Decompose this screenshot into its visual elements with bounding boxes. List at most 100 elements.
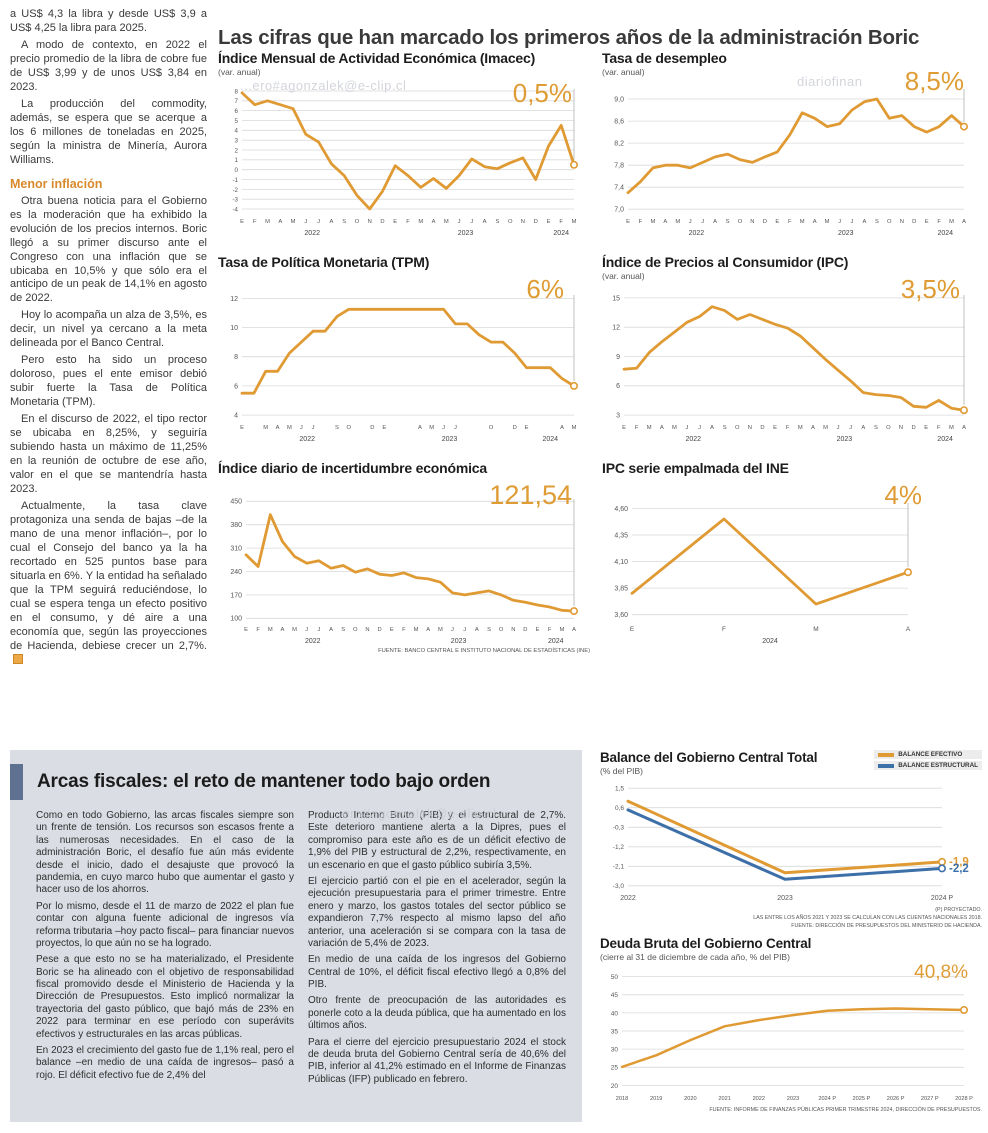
legend-item-estructural: BALANCE ESTRUCTURAL (874, 761, 982, 770)
chart-value-label: 6% (526, 274, 564, 304)
svg-text:M: M (798, 425, 803, 431)
svg-text:A: A (962, 425, 966, 431)
fiscal-text-columns: Como en todo Gobierno, las arcas fiscale… (10, 800, 582, 1098)
svg-text:D: D (912, 219, 916, 225)
svg-text:A: A (418, 425, 422, 431)
paragraph: Otro frente de preocupación de las autor… (308, 995, 566, 1032)
svg-text:2020: 2020 (684, 1096, 696, 1102)
svg-text:M: M (650, 219, 655, 225)
chart-title: IPC serie empalmada del INE (602, 460, 789, 476)
chart-card-ipc: Índice de Precios al Consumidor (IPC) (v… (602, 254, 980, 444)
svg-text:J: J (317, 627, 320, 633)
svg-text:M: M (559, 627, 564, 633)
svg-text:7,0: 7,0 (614, 207, 624, 214)
svg-text:M: M (429, 425, 434, 431)
section-heading-menor-inflacion: Menor inflación (10, 176, 103, 191)
svg-text:J: J (458, 219, 461, 225)
svg-text:A: A (483, 219, 487, 225)
svg-text:E: E (773, 425, 777, 431)
svg-text:12: 12 (230, 296, 238, 303)
svg-text:F: F (639, 219, 643, 225)
chart-subtitle (602, 477, 980, 488)
article-left-column: a US$ 4,3 la libra y desde US$ 3,9 a US$… (10, 8, 207, 671)
svg-text:2024 P: 2024 P (931, 895, 954, 902)
svg-text:170: 170 (230, 592, 242, 599)
svg-text:A: A (862, 219, 866, 225)
ipc-empalmada-line-chart: 4,60 4,35 4,10 3,85 3,60E F M A 2024 (614, 503, 912, 645)
svg-text:E: E (626, 219, 630, 225)
svg-text:450: 450 (230, 499, 242, 506)
svg-text:4,10: 4,10 (614, 559, 628, 566)
svg-text:E: E (393, 219, 397, 225)
svg-text:D: D (763, 219, 767, 225)
chart-title: Tasa de desempleo (602, 50, 727, 66)
svg-text:-2,2: -2,2 (949, 863, 969, 875)
svg-text:2019: 2019 (650, 1096, 662, 1102)
svg-text:O: O (886, 425, 891, 431)
chart-footnotes: (P) PROYECTADO. LAS ENTRE LOS AÑOS 2021 … (600, 907, 982, 931)
svg-text:N: N (750, 219, 754, 225)
svg-text:6: 6 (235, 108, 239, 115)
watermark: ...ero#agonzalek@e-clip.cl (330, 806, 497, 821)
chart-source: FUENTE: BANCO CENTRAL E INSTITUTO NACION… (378, 648, 590, 654)
svg-text:M: M (438, 627, 443, 633)
svg-text:2024 P: 2024 P (818, 1096, 836, 1102)
svg-text:S: S (726, 219, 730, 225)
svg-text:D: D (513, 425, 517, 431)
chart-card-balance: Balance del Gobierno Central Total (% de… (600, 750, 982, 931)
svg-text:M: M (672, 425, 677, 431)
svg-text:E: E (622, 425, 626, 431)
svg-text:J: J (701, 219, 704, 225)
chart-card-deuda: Deuda Bruta del Gobierno Central (cierre… (600, 936, 982, 1113)
svg-text:M: M (572, 219, 577, 225)
svg-text:F: F (635, 425, 639, 431)
svg-text:-1,9: -1,9 (949, 856, 969, 868)
watermark: ...ero#agonzalek@e-clip.cl (240, 78, 407, 93)
svg-text:2026 P: 2026 P (887, 1096, 905, 1102)
svg-text:O: O (499, 627, 504, 633)
svg-text:2023: 2023 (451, 638, 467, 645)
chart-value-label: 3,5% (900, 274, 960, 304)
svg-text:M: M (675, 219, 680, 225)
svg-text:O: O (887, 219, 892, 225)
svg-text:7,4: 7,4 (614, 185, 624, 192)
page-title: Las cifras que han marcado los primeros … (218, 25, 920, 49)
svg-text:2022: 2022 (686, 436, 702, 443)
legend-color-chip (878, 752, 895, 757)
svg-text:4: 4 (235, 128, 239, 135)
svg-text:M: M (949, 219, 954, 225)
svg-text:O: O (355, 219, 360, 225)
paragraph: A modo de contexto, en 2022 el precio pr… (10, 38, 207, 93)
svg-text:2024: 2024 (553, 230, 569, 237)
svg-text:2025 P: 2025 P (853, 1096, 871, 1102)
svg-text:2028 P: 2028 P (955, 1096, 973, 1102)
svg-text:2022: 2022 (299, 436, 315, 443)
chart-value-label: 0,5% (512, 78, 572, 108)
svg-text:8: 8 (234, 354, 238, 361)
fiscal-article-box: Arcas fiscales: el reto de mantener todo… (10, 750, 582, 1122)
svg-text:2022: 2022 (304, 230, 320, 237)
svg-text:M: M (825, 219, 830, 225)
svg-text:E: E (244, 627, 248, 633)
paragraph: a US$ 4,3 la libra y desde US$ 3,9 a US$… (10, 8, 207, 34)
paragraph-text: Actualmente, la tasa clave protagoniza u… (10, 500, 207, 652)
paragraph: Pero esto ha sido un proceso doloroso, p… (10, 354, 207, 409)
chart-subtitle: (% del PIB) (600, 766, 643, 776)
svg-text:N: N (748, 425, 752, 431)
svg-text:A: A (713, 219, 717, 225)
svg-text:2022: 2022 (753, 1096, 765, 1102)
svg-text:45: 45 (611, 992, 619, 999)
svg-text:F: F (937, 219, 941, 225)
paragraph: Hoy lo acompaña un alza de 3,5%, es deci… (10, 309, 207, 350)
svg-text:2022: 2022 (305, 638, 321, 645)
svg-text:50: 50 (611, 974, 619, 981)
svg-text:9: 9 (616, 354, 620, 361)
svg-text:S: S (874, 425, 878, 431)
svg-text:M: M (823, 425, 828, 431)
svg-text:J: J (300, 425, 303, 431)
svg-text:2023: 2023 (787, 1096, 799, 1102)
paragraph: Producto Interno Bruto (PIB) y el estruc… (308, 810, 566, 871)
svg-text:35: 35 (611, 1028, 619, 1035)
